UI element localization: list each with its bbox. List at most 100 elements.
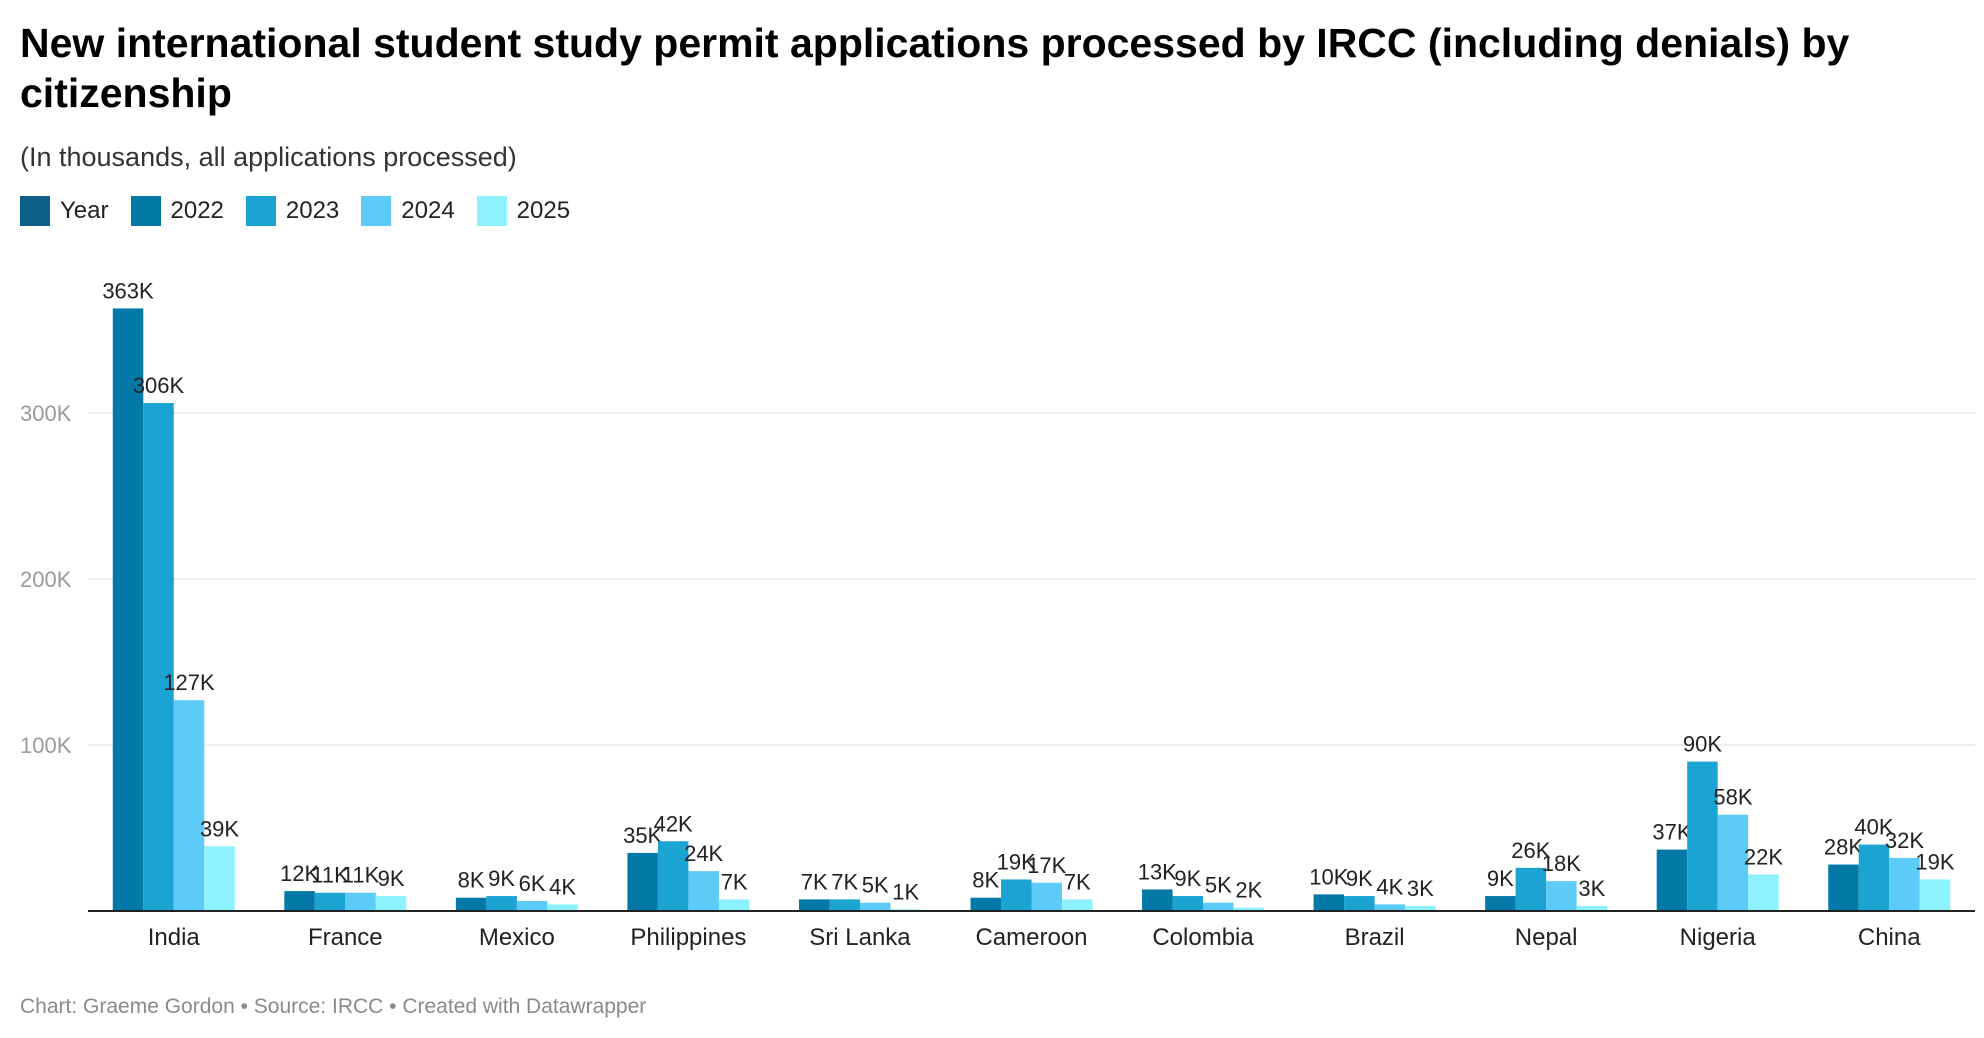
y-tick-label: 200K bbox=[20, 567, 72, 592]
legend-swatch bbox=[130, 196, 161, 226]
bar-sri-lanka-2023 bbox=[829, 899, 860, 911]
bar-cameroon-2024 bbox=[1031, 882, 1062, 911]
data-label: 9K bbox=[488, 866, 515, 891]
data-label: 7K bbox=[801, 869, 828, 894]
bar-mexico-2025 bbox=[547, 904, 578, 911]
bar-france-2023 bbox=[314, 892, 346, 911]
data-label: 11K bbox=[311, 863, 349, 888]
category-label: Sri Lanka bbox=[809, 924, 911, 951]
legend-item-2022: 2022 bbox=[130, 196, 224, 226]
category-label: China bbox=[1858, 924, 1921, 951]
legend: Year 2022 2023 2024 2025 bbox=[20, 196, 570, 226]
bar-philippines-2025 bbox=[718, 899, 750, 911]
bar-india-2023 bbox=[143, 403, 174, 911]
category-label: Nepal bbox=[1515, 924, 1578, 951]
data-label: 7K bbox=[831, 869, 858, 894]
y-tick-label: 300K bbox=[20, 401, 72, 426]
bar-cameroon-2022 bbox=[970, 897, 1001, 911]
data-label: 19K bbox=[997, 849, 1036, 874]
data-label: 4K bbox=[549, 874, 576, 899]
data-label: 90K bbox=[1683, 732, 1722, 757]
y-tick-label: 100K bbox=[20, 733, 72, 758]
chart-title: New international student study permit a… bbox=[20, 20, 1850, 116]
data-label: 24K bbox=[684, 841, 723, 866]
legend-swatch bbox=[20, 196, 50, 226]
data-label: 12K bbox=[280, 861, 319, 886]
bar-colombia-2024 bbox=[1203, 902, 1234, 911]
bar-mexico-2023 bbox=[486, 896, 517, 911]
data-label: 35K bbox=[623, 823, 662, 848]
bar-nepal-2025 bbox=[1576, 906, 1608, 911]
bar-nigeria-2022 bbox=[1656, 849, 1688, 911]
legend-label: 2022 bbox=[170, 197, 224, 224]
bar-nigeria-2024 bbox=[1717, 814, 1749, 911]
data-label: 306K bbox=[133, 373, 185, 398]
bar-france-2025 bbox=[375, 896, 407, 911]
data-label: 7K bbox=[1064, 869, 1091, 894]
bar-sri-lanka-2024 bbox=[859, 902, 891, 911]
bar-china-2022 bbox=[1828, 864, 1859, 911]
bar-cameroon-2025 bbox=[1062, 899, 1093, 911]
bar-brazil-2022 bbox=[1313, 894, 1345, 911]
legend-item-2024: 2024 bbox=[361, 196, 455, 226]
bar-china-2024 bbox=[1889, 857, 1920, 911]
data-label: 7K bbox=[721, 869, 748, 894]
bar-india-2025 bbox=[204, 846, 235, 911]
bar-cameroon-2023 bbox=[1001, 879, 1032, 911]
data-label: 127K bbox=[163, 670, 215, 695]
bar-nigeria-2025 bbox=[1748, 874, 1779, 911]
bar-philippines-2024 bbox=[688, 871, 719, 911]
bar-china-2023 bbox=[1858, 844, 1890, 911]
bar-brazil-2025 bbox=[1405, 906, 1436, 911]
data-label: 5K bbox=[862, 873, 889, 898]
data-label: 9K bbox=[1346, 866, 1373, 891]
data-label: 3K bbox=[1407, 876, 1434, 901]
bar-france-2024 bbox=[345, 892, 376, 911]
data-label: 363K bbox=[102, 278, 154, 303]
data-label: 4K bbox=[1376, 874, 1403, 899]
data-label: 3K bbox=[1578, 876, 1605, 901]
category-label: India bbox=[148, 924, 201, 951]
bar-india-2022 bbox=[112, 308, 144, 911]
data-label: 18K bbox=[1542, 851, 1581, 876]
data-label: 28K bbox=[1824, 835, 1863, 860]
data-label: 40K bbox=[1854, 815, 1893, 840]
category-label: Colombia bbox=[1152, 924, 1254, 951]
bar-brazil-2024 bbox=[1374, 904, 1406, 911]
bar-nigeria-2023 bbox=[1687, 761, 1718, 911]
category-label: Brazil bbox=[1345, 924, 1405, 951]
data-label: 8K bbox=[458, 868, 485, 893]
bar-colombia-2022 bbox=[1142, 889, 1173, 911]
data-label: 13K bbox=[1138, 859, 1177, 884]
bar-philippines-2023 bbox=[657, 841, 689, 911]
bar-colombia-2025 bbox=[1233, 907, 1265, 911]
legend-item-2025: 2025 bbox=[476, 196, 570, 226]
data-label: 17K bbox=[1027, 853, 1066, 878]
legend-label: 2024 bbox=[401, 197, 455, 224]
legend-item-2023: 2023 bbox=[245, 196, 340, 226]
bar-france-2022 bbox=[284, 891, 315, 911]
data-label: 9K bbox=[1174, 866, 1201, 891]
bar-nepal-2024 bbox=[1546, 881, 1577, 911]
data-label: 1K bbox=[892, 879, 919, 904]
data-label: 19K bbox=[1915, 849, 1954, 874]
bar-nepal-2022 bbox=[1485, 896, 1516, 911]
category-label: Mexico bbox=[479, 924, 555, 951]
legend-swatch bbox=[361, 196, 392, 226]
chart-footer: Chart: Graeme Gordon • Source: IRCC • Cr… bbox=[20, 995, 647, 1018]
legend-label: 2023 bbox=[285, 197, 340, 224]
bar-mexico-2024 bbox=[516, 901, 548, 911]
data-label: 10K bbox=[1309, 864, 1348, 889]
legend-swatch bbox=[476, 196, 507, 226]
data-label: 58K bbox=[1713, 785, 1752, 810]
bar-philippines-2022 bbox=[627, 852, 658, 911]
data-label: 8K bbox=[972, 868, 999, 893]
category-label: Cameroon bbox=[975, 924, 1087, 951]
bar-china-2025 bbox=[1919, 879, 1951, 911]
chart-subtitle: (In thousands, all applications processe… bbox=[20, 142, 517, 172]
data-label: 22K bbox=[1744, 844, 1783, 869]
data-label: 2K bbox=[1235, 878, 1262, 903]
category-label: France bbox=[308, 924, 383, 951]
data-label: 39K bbox=[200, 816, 239, 841]
